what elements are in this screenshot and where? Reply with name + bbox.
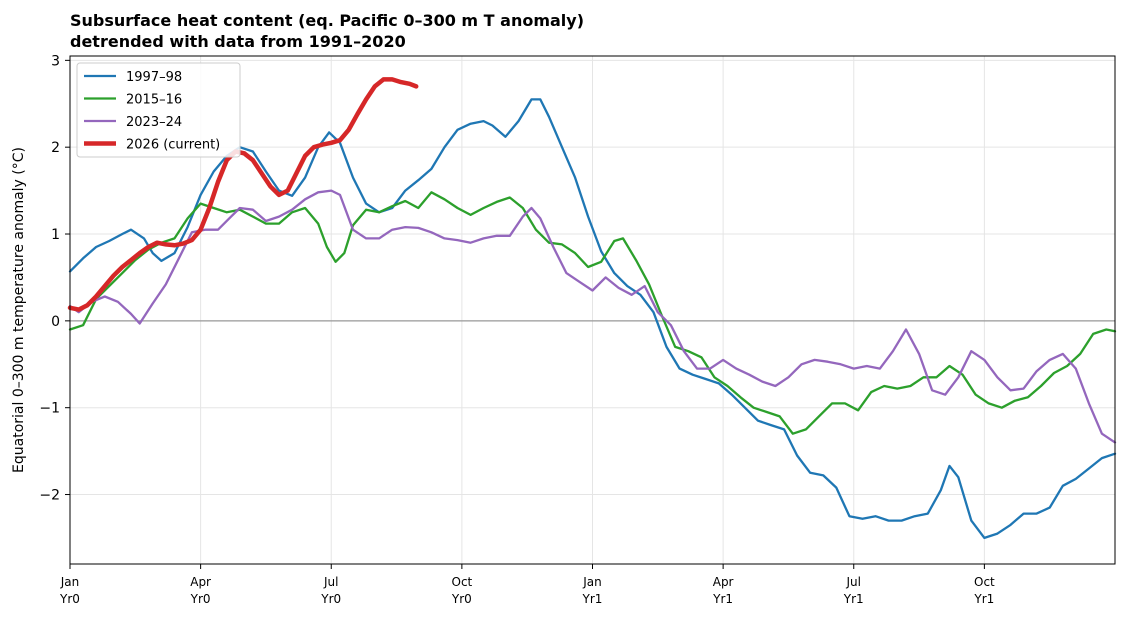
y-tick-label-3: 1	[51, 227, 60, 243]
legend-box	[76, 62, 241, 158]
x-tick-year-4: Yr1	[582, 592, 603, 606]
x-tick-year-2: Yr0	[320, 592, 341, 606]
x-tick-year-0: Yr0	[59, 592, 80, 606]
series-line-3	[67, 77, 419, 312]
y-axis: −2 −1 0 1 2 3	[39, 53, 70, 504]
legend-label-1: 2015–16	[126, 93, 182, 108]
x-tick-year-1: Yr0	[190, 592, 211, 606]
x-tick-month-0: Jan	[60, 575, 80, 589]
series-line-1	[68, 191, 1117, 435]
legend-label-0: 1997–98	[126, 70, 182, 85]
x-tick-month-5: Apr	[713, 575, 734, 589]
chart-subtitle: detrended with data from 1991–2020	[70, 32, 406, 51]
y-tick-label-4: 2	[51, 140, 60, 156]
x-tick-month-7: Oct	[974, 575, 995, 589]
x-axis: Jan Yr0 Apr Yr0 Jul Yr0 Oct Yr0 Jan Yr1 Apr Yr1 Jul Y…	[59, 564, 995, 606]
x-tick-year-7: Yr1	[973, 592, 994, 606]
x-tick-year-3: Yr0	[451, 592, 472, 606]
legend: 1997–98 2015–16 2023–24 2026 (current)	[76, 62, 241, 158]
legend-label-3: 2026 (current)	[126, 138, 220, 153]
x-tick-year-6: Yr1	[843, 592, 864, 606]
legend-label-2: 2023–24	[126, 115, 182, 130]
x-tick-month-4: Jan	[582, 575, 602, 589]
y-axis-label: Equatorial 0–300 m temperature anomaly (…	[11, 147, 27, 473]
chart-title: Subsurface heat content (eq. Pacific 0–3…	[70, 11, 584, 30]
series-line-2	[68, 189, 1117, 444]
y-tick-label-2: 0	[51, 314, 60, 330]
x-tick-month-6: Jul	[846, 575, 861, 589]
x-tick-month-3: Oct	[452, 575, 473, 589]
x-tick-year-5: Yr1	[712, 592, 733, 606]
x-tick-month-1: Apr	[190, 575, 211, 589]
series-lines	[67, 77, 1117, 540]
y-tick-label-1: −1	[39, 401, 60, 417]
y-tick-label-0: −2	[39, 488, 60, 504]
x-tick-month-2: Jul	[323, 575, 338, 589]
y-tick-label-5: 3	[51, 53, 60, 69]
